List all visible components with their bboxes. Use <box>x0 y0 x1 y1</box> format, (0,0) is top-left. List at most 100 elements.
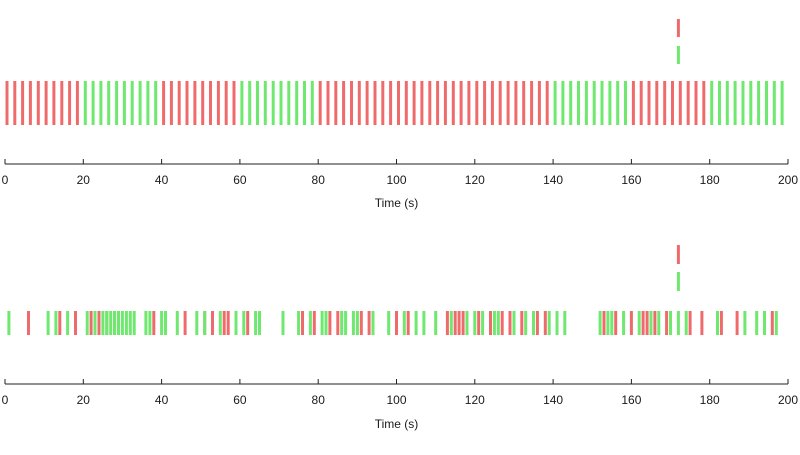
x-tick-label: 200 <box>778 173 798 187</box>
x-axis-label: Time (s) <box>375 196 419 210</box>
raster-bar <box>60 81 64 125</box>
raster-bar <box>271 81 275 125</box>
raster-bar <box>498 81 502 125</box>
raster-bar <box>569 81 573 125</box>
x-tick-label: 140 <box>543 173 563 187</box>
raster-bar <box>240 81 244 125</box>
raster-bar <box>467 81 471 125</box>
raster-bar <box>520 311 524 335</box>
raster-bar <box>308 311 312 335</box>
x-tick-label: 120 <box>465 173 485 187</box>
raster-bar <box>13 81 17 125</box>
raster-bar <box>115 81 119 125</box>
raster-bar <box>74 311 77 335</box>
raster-bar <box>83 81 87 125</box>
raster-bar <box>434 311 438 335</box>
raster-bar <box>684 311 688 335</box>
raster-bar <box>500 311 504 335</box>
raster-bar <box>506 81 510 125</box>
raster-bar <box>757 81 761 125</box>
raster-bar <box>780 81 784 125</box>
raster-bar <box>7 311 11 335</box>
raster-bar <box>473 311 477 335</box>
raster-bar <box>138 81 142 125</box>
raster-bar <box>404 81 408 125</box>
x-tick-label: 20 <box>77 393 91 407</box>
x-tick-label: 160 <box>621 173 641 187</box>
raster-bar <box>91 81 95 125</box>
raster-bar <box>735 311 739 335</box>
raster-bar <box>27 311 30 335</box>
raster-bar <box>320 311 324 335</box>
raster-bar <box>555 311 559 335</box>
x-tick-label: 100 <box>386 173 406 187</box>
raster-bar <box>420 81 424 125</box>
raster-bar <box>175 311 179 335</box>
raster-bar <box>148 311 152 335</box>
raster-bar <box>93 311 97 335</box>
raster-bar <box>616 81 620 125</box>
raster-bar <box>545 81 549 125</box>
raster-bar <box>328 311 332 335</box>
raster-bar <box>66 311 70 335</box>
raster-bar <box>406 311 410 335</box>
raster-bar <box>154 81 158 125</box>
raster-bar <box>647 81 651 125</box>
raster-bar <box>688 311 692 335</box>
raster-bar <box>743 311 747 335</box>
x-tick-label: 40 <box>155 173 169 187</box>
raster-bar <box>457 311 461 335</box>
raster-bar <box>113 311 117 335</box>
raster-bar <box>414 311 418 335</box>
raster-bar <box>351 311 355 335</box>
raster-bar <box>117 311 120 335</box>
raster-bar <box>52 81 56 125</box>
raster-bar <box>663 81 667 125</box>
raster-panel-1: 0 20 40 60 80 100 120 140 160 180 200 Time (s) <box>2 19 798 210</box>
raster-bar <box>54 311 58 335</box>
raster-bar <box>85 311 89 335</box>
raster-bar <box>602 311 606 335</box>
raster-bar <box>465 311 469 335</box>
raster-bar <box>146 81 150 125</box>
raster-bar <box>641 311 645 335</box>
raster-bar <box>201 81 205 125</box>
raster-bar <box>310 81 314 125</box>
raster-bar <box>389 81 393 125</box>
raster-bar <box>397 81 400 125</box>
raster-bar <box>669 311 672 335</box>
raster-bar <box>459 81 463 125</box>
raster-bar <box>765 81 768 125</box>
raster-bar <box>655 81 659 125</box>
raster-bar <box>678 81 682 125</box>
raster-bar <box>475 81 479 125</box>
raster-bar <box>340 311 344 335</box>
raster-bar <box>563 311 567 335</box>
raster-bar <box>195 311 199 335</box>
raster-bar <box>334 81 338 125</box>
x-tick-label: 200 <box>778 393 798 407</box>
raster-bar <box>537 81 541 125</box>
raster-bar <box>453 311 457 335</box>
raster-bar <box>657 311 661 335</box>
raster-bar <box>449 311 453 335</box>
raster-bar <box>772 81 776 125</box>
raster-bar <box>44 81 48 125</box>
raster-bar <box>97 311 101 335</box>
raster-bar <box>130 81 134 125</box>
raster-bar <box>483 81 487 125</box>
raster-bar <box>443 81 447 125</box>
raster-bar <box>774 311 778 335</box>
raster-bar <box>763 311 766 335</box>
raster-bar <box>279 81 283 125</box>
raster-bar <box>428 81 432 125</box>
raster-bar <box>461 311 465 335</box>
raster-bar <box>451 81 455 125</box>
raster-bar <box>295 81 299 125</box>
raster-bar <box>553 81 557 125</box>
raster-bar <box>600 81 604 125</box>
raster-bar <box>344 311 348 335</box>
raster-bar <box>637 311 641 335</box>
raster-bar <box>524 311 528 335</box>
